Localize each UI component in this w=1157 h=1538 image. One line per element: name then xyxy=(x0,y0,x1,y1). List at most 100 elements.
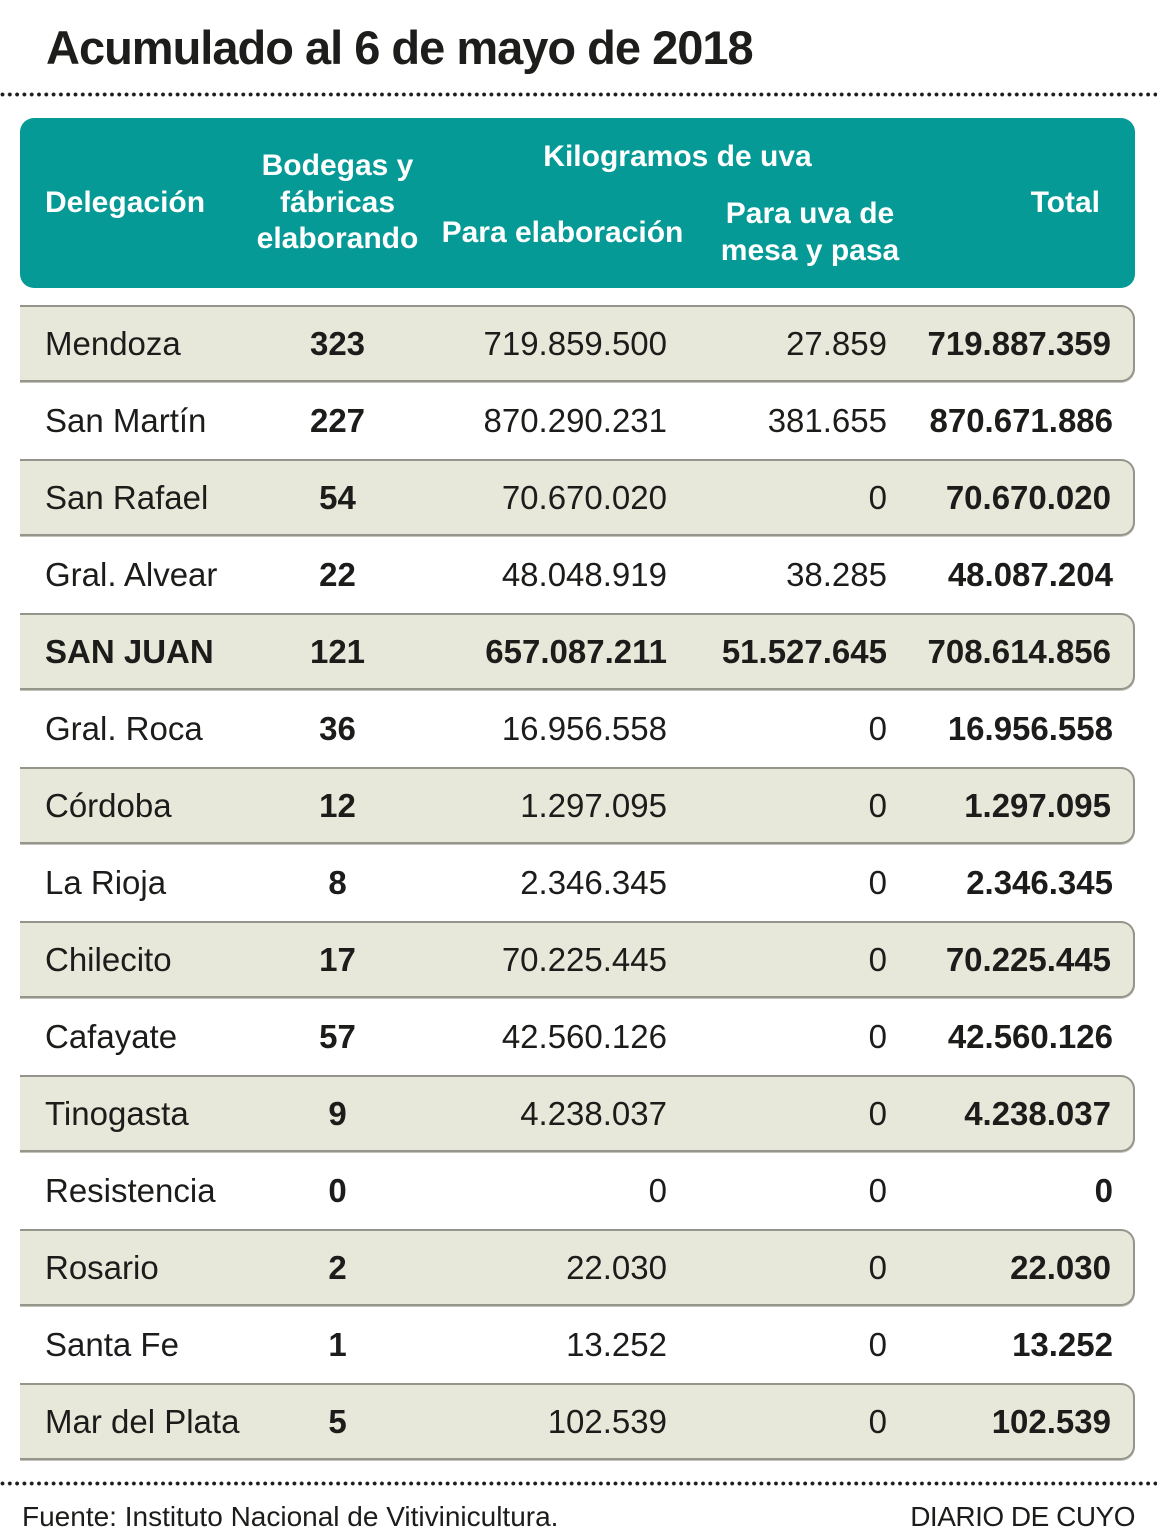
cell-bodegas: 2 xyxy=(328,1248,347,1286)
cell-total: 2.346.345 xyxy=(966,863,1113,901)
cell-delegacion: Cafayate xyxy=(45,1017,178,1055)
table-row-resistencia: Resistencia 0 0 0 0 xyxy=(20,1152,1135,1229)
cell-para-uva: 0 xyxy=(868,940,887,978)
dotted-divider-top xyxy=(0,92,1157,97)
cell-para-elaboracion: 70.670.020 xyxy=(501,478,667,516)
cell-total: 13.252 xyxy=(1012,1325,1113,1363)
table-row-tinogasta: Tinogasta 9 4.238.037 0 4.238.037 xyxy=(20,1075,1135,1152)
cell-total: 719.887.359 xyxy=(927,324,1111,362)
credit-text: DIARIO DE CUYO xyxy=(910,1501,1135,1532)
table-row-gral-roca: Gral. Roca 36 16.956.558 0 16.956.558 xyxy=(20,690,1135,767)
cell-total: 4.238.037 xyxy=(964,1094,1111,1132)
infographic-page: Acumulado al 6 de mayo de 2018 Delegació… xyxy=(0,20,1157,1538)
cell-bodegas: 5 xyxy=(328,1402,347,1440)
footer: Fuente: Instituto Nacional de Vitivinicu… xyxy=(22,1501,1135,1533)
table-row-cordoba: Córdoba 12 1.297.095 0 1.297.095 xyxy=(20,767,1135,844)
cell-total: 1.297.095 xyxy=(964,786,1111,824)
cell-bodegas: 17 xyxy=(319,940,356,978)
header-kilogramos-group: Kilogramos de uva xyxy=(543,140,812,174)
cell-para-uva: 0 xyxy=(868,1094,887,1132)
data-table: Delegación Bodegas y fábricas elaborando… xyxy=(20,118,1135,1460)
cell-delegacion: Resistencia xyxy=(45,1171,216,1209)
header-bodegas: Bodegas y fábricas elaborando xyxy=(256,149,419,256)
cell-para-uva: 51.527.645 xyxy=(721,632,887,670)
table-row-gral-alvear: Gral. Alvear 22 48.048.919 38.285 48.087… xyxy=(20,536,1135,613)
table-row-rosario: Rosario 2 22.030 0 22.030 xyxy=(20,1229,1135,1306)
dotted-divider-bottom xyxy=(0,1481,1157,1486)
cell-para-uva: 0 xyxy=(868,478,887,516)
header-para-uva: Para uva de mesa y pasa xyxy=(720,197,900,267)
cell-para-elaboracion: 870.290.231 xyxy=(483,401,667,439)
cell-para-uva: 0 xyxy=(868,1248,887,1286)
cell-para-uva: 0 xyxy=(868,786,887,824)
table-row-san-martin: San Martín 227 870.290.231 381.655 870.6… xyxy=(20,382,1135,459)
cell-total: 16.956.558 xyxy=(947,709,1113,747)
table-row-mendoza: Mendoza 323 719.859.500 27.859 719.887.3… xyxy=(20,305,1135,382)
cell-delegacion: Córdoba xyxy=(45,786,172,824)
cell-para-uva: 381.655 xyxy=(767,401,887,439)
cell-para-elaboracion: 70.225.445 xyxy=(501,940,667,978)
cell-bodegas: 0 xyxy=(328,1171,347,1209)
cell-total: 48.087.204 xyxy=(947,555,1113,593)
header-delegacion: Delegación xyxy=(45,185,206,219)
cell-bodegas: 121 xyxy=(309,632,366,670)
cell-bodegas: 1 xyxy=(328,1325,347,1363)
table-row-san-juan: SAN JUAN 121 657.087.211 51.527.645 708.… xyxy=(20,613,1135,690)
page-title: Acumulado al 6 de mayo de 2018 xyxy=(46,21,754,74)
cell-total: 0 xyxy=(1094,1171,1113,1209)
cell-para-uva: 0 xyxy=(868,863,887,901)
table-row-santa-fe: Santa Fe 1 13.252 0 13.252 xyxy=(20,1306,1135,1383)
cell-bodegas: 54 xyxy=(319,478,356,516)
table-row-la-rioja: La Rioja 8 2.346.345 0 2.346.345 xyxy=(20,844,1135,921)
cell-para-elaboracion: 657.087.211 xyxy=(485,632,667,670)
cell-delegacion: Mendoza xyxy=(45,324,181,362)
cell-para-elaboracion: 0 xyxy=(648,1171,667,1209)
cell-para-elaboracion: 1.297.095 xyxy=(520,786,667,824)
cell-total: 70.225.445 xyxy=(945,940,1111,978)
table-body: Mendoza 323 719.859.500 27.859 719.887.3… xyxy=(20,305,1135,1460)
header-total: Total xyxy=(1030,185,1100,219)
cell-bodegas: 36 xyxy=(319,709,356,747)
cell-para-elaboracion: 48.048.919 xyxy=(501,555,667,593)
cell-total: 22.030 xyxy=(1010,1248,1111,1286)
cell-total: 42.560.126 xyxy=(947,1017,1113,1055)
cell-delegacion: San Rafael xyxy=(45,478,209,516)
cell-bodegas: 9 xyxy=(328,1094,347,1132)
cell-para-uva: 0 xyxy=(868,1171,887,1209)
table-header: Delegación Bodegas y fábricas elaborando… xyxy=(20,118,1135,288)
cell-para-elaboracion: 22.030 xyxy=(566,1248,667,1286)
cell-para-elaboracion: 102.539 xyxy=(547,1402,667,1440)
cell-para-uva: 38.285 xyxy=(786,555,887,593)
cell-delegacion: Chilecito xyxy=(45,940,172,978)
header-para-elaboracion: Para elaboración xyxy=(441,215,684,249)
cell-para-uva: 0 xyxy=(868,1402,887,1440)
cell-para-elaboracion: 4.238.037 xyxy=(520,1094,667,1132)
cell-delegacion: Mar del Plata xyxy=(45,1402,240,1440)
table-row-cafayate: Cafayate 57 42.560.126 0 42.560.126 xyxy=(20,998,1135,1075)
cell-delegacion: San Martín xyxy=(45,401,207,439)
cell-para-elaboracion: 719.859.500 xyxy=(483,324,667,362)
cell-delegacion: Rosario xyxy=(45,1248,159,1286)
cell-delegacion: Gral. Roca xyxy=(45,709,203,747)
cell-para-uva: 0 xyxy=(868,1017,887,1055)
cell-delegacion: La Rioja xyxy=(45,863,167,901)
cell-total: 102.539 xyxy=(991,1402,1111,1440)
cell-para-elaboracion: 2.346.345 xyxy=(520,863,667,901)
cell-bodegas: 323 xyxy=(309,324,366,362)
cell-para-uva: 0 xyxy=(868,709,887,747)
cell-bodegas: 227 xyxy=(309,401,366,439)
cell-para-elaboracion: 16.956.558 xyxy=(501,709,667,747)
cell-para-uva: 0 xyxy=(868,1325,887,1363)
cell-bodegas: 8 xyxy=(328,863,347,901)
cell-delegacion: Tinogasta xyxy=(45,1094,189,1132)
table-row-chilecito: Chilecito 17 70.225.445 0 70.225.445 xyxy=(20,921,1135,998)
cell-delegacion: Santa Fe xyxy=(45,1325,179,1363)
cell-delegacion: Gral. Alvear xyxy=(45,555,218,593)
table-row-san-rafael: San Rafael 54 70.670.020 0 70.670.020 xyxy=(20,459,1135,536)
cell-total: 70.670.020 xyxy=(945,478,1111,516)
cell-bodegas: 57 xyxy=(319,1017,356,1055)
cell-total: 870.671.886 xyxy=(929,401,1113,439)
cell-para-elaboracion: 42.560.126 xyxy=(501,1017,667,1055)
source-text: Fuente: Instituto Nacional de Vitivinicu… xyxy=(22,1501,559,1532)
cell-bodegas: 12 xyxy=(319,786,356,824)
